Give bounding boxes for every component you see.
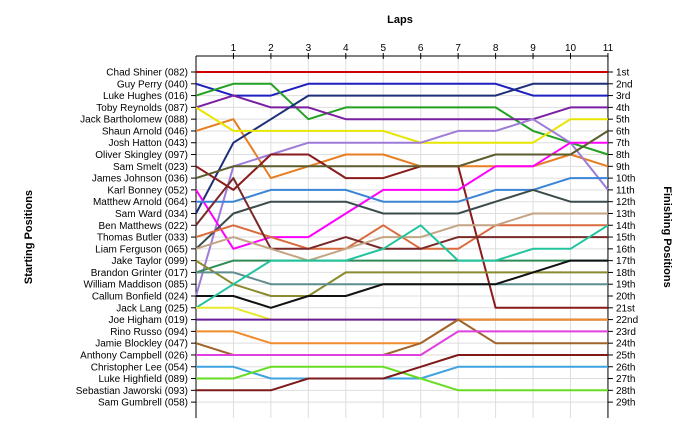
starting-position-label: William Maddison (085) — [84, 280, 188, 291]
finishing-position-label: 9th — [616, 162, 630, 173]
series-line-27 — [196, 365, 608, 380]
finishing-position-label: 7th — [616, 138, 630, 149]
starting-position-label: Toby Reynolds (087) — [96, 103, 188, 114]
x-tick-label: 6 — [418, 43, 424, 54]
x-tick-label: 3 — [306, 43, 312, 54]
starting-position-label: Rino Russo (094) — [110, 327, 188, 338]
series-line-7 — [195, 106, 608, 144]
series-line-13 — [195, 188, 608, 250]
finishing-position-label: 29th — [616, 398, 635, 409]
x-tick-label: 7 — [455, 43, 461, 54]
starting-position-label: Chad Shiner (082) — [106, 68, 188, 79]
series-line-8 — [195, 118, 609, 297]
starting-position-label: Jamie Blockley (047) — [95, 339, 188, 350]
left-axis-label: Starting Positions — [23, 190, 35, 284]
x-tick-label: 1 — [231, 43, 237, 54]
starting-position-label: Josh Hatton (043) — [109, 138, 189, 149]
starting-position-label: Thomas Butler (033) — [97, 233, 188, 244]
finishing-position-label: 22nd — [616, 315, 638, 326]
starting-position-label: Karl Bonney (052) — [107, 185, 188, 196]
finishing-position-label: 12th — [616, 197, 635, 208]
finishing-position-label: 26th — [616, 362, 635, 373]
right-axis-label: Finishing Positions — [661, 186, 673, 287]
finishing-position-label: 11th — [616, 185, 635, 196]
x-tick-label: 2 — [268, 43, 274, 54]
finishing-position-label: 6th — [616, 126, 630, 137]
finishing-position-label: 28th — [616, 386, 635, 397]
starting-position-label: Sam Smelt (023) — [113, 162, 188, 173]
starting-position-label: Sam Gumbrell (058) — [98, 398, 188, 409]
x-tick-label: 11 — [603, 43, 614, 54]
finishing-position-label: 10th — [616, 174, 635, 185]
finishing-position-labels: 1st2nd3rd4th5th6th7th8th9th10th11th12th1… — [607, 68, 638, 409]
series-line-21 — [195, 224, 609, 309]
starting-position-label: Shaun Arnold (046) — [102, 126, 188, 137]
series-line-4 — [195, 94, 608, 121]
series-lines — [195, 71, 609, 392]
series-line-11 — [195, 130, 609, 180]
finishing-position-label: 16th — [616, 244, 635, 255]
starting-position-labels: Chad Shiner (082)Guy Perry (040)Luke Hug… — [76, 68, 196, 409]
starting-position-label: Sam Ward (034) — [115, 209, 188, 220]
finishing-position-label: 24th — [616, 339, 635, 350]
series-line-18 — [195, 259, 608, 297]
x-tick-label: 5 — [380, 43, 386, 54]
starting-position-label: Jack Lang (025) — [116, 303, 188, 314]
finishing-position-label: 2nd — [616, 79, 633, 90]
x-tick-label: 4 — [343, 43, 349, 54]
series-line-12 — [196, 177, 608, 203]
finishing-position-label: 17th — [616, 256, 635, 267]
starting-position-label: Liam Ferguson (065) — [95, 244, 188, 255]
finishing-position-label: 14th — [616, 221, 635, 232]
x-tick-label: 10 — [565, 43, 577, 54]
series-line-9 — [195, 153, 608, 309]
starting-position-label: Jack Bartholomew (088) — [80, 115, 188, 126]
series-line-26 — [196, 330, 608, 356]
series-line-29 — [196, 354, 608, 392]
starting-position-label: Callum Bonfield (024) — [92, 292, 188, 303]
starting-position-label: Joe Higham (019) — [109, 315, 188, 326]
series-line-24 — [196, 318, 608, 345]
starting-position-label: Jake Taylor (099) — [111, 256, 188, 267]
starting-position-label: Christopher Lee (054) — [91, 362, 188, 373]
series-line-15 — [195, 177, 608, 250]
finishing-position-label: 18th — [616, 268, 635, 279]
chart-title: Laps — [387, 14, 413, 26]
starting-position-label: Oliver Skingley (097) — [95, 150, 188, 161]
finishing-position-label: 5th — [616, 115, 630, 126]
starting-position-label: Anthony Campbell (026) — [80, 350, 188, 361]
finishing-position-label: 13th — [616, 209, 635, 220]
finishing-position-label: 1st — [616, 68, 630, 79]
series-line-17 — [195, 259, 608, 274]
series-line-3 — [195, 82, 609, 156]
series-line-2 — [195, 82, 608, 97]
x-tick-label: 8 — [493, 43, 499, 54]
starting-position-label: James Johnson (036) — [92, 174, 188, 185]
finishing-position-label: 21st — [616, 303, 635, 314]
finishing-position-label: 15th — [616, 233, 635, 244]
finishing-position-label: 8th — [616, 150, 630, 161]
starting-position-label: Luke Hughes (016) — [103, 91, 188, 102]
finishing-position-label: 20th — [616, 292, 635, 303]
starting-position-label: Guy Perry (040) — [117, 79, 188, 90]
series-line-5 — [195, 118, 609, 180]
starting-position-label: Brandon Grinter (017) — [91, 268, 188, 279]
x-tick-label: 9 — [530, 43, 536, 54]
starting-position-label: Matthew Arnold (064) — [93, 197, 188, 208]
series-line-20 — [196, 259, 608, 309]
lap-ticks: 1 2 3 4 5 6 7 8 9 10 11 — [231, 43, 614, 59]
finishing-position-label: 27th — [616, 374, 635, 385]
finishing-position-label: 23rd — [616, 327, 636, 338]
starting-position-label: Ben Matthews (022) — [99, 221, 189, 232]
starting-position-label: Sebastian Jaworski (093) — [76, 386, 188, 397]
starting-position-label: Luke Highfield (089) — [99, 374, 189, 385]
finishing-position-label: 4th — [616, 103, 630, 114]
series-line-6 — [195, 82, 608, 214]
finishing-position-label: 25th — [616, 350, 635, 361]
finishing-position-label: 3rd — [616, 91, 630, 102]
finishing-position-label: 19th — [616, 280, 635, 291]
